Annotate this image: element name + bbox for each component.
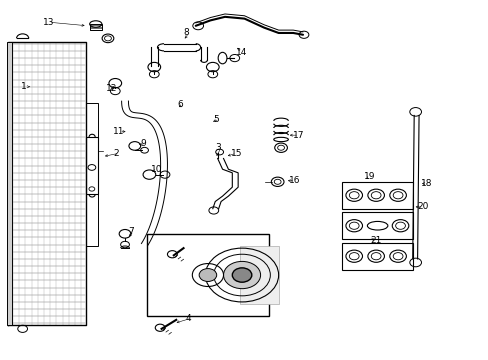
Text: 3: 3	[215, 143, 221, 152]
Text: 16: 16	[289, 176, 300, 185]
Text: 20: 20	[417, 202, 428, 211]
Circle shape	[232, 268, 251, 282]
Circle shape	[199, 269, 216, 282]
Bar	[341, 212, 412, 239]
Text: 11: 11	[113, 127, 124, 136]
Text: 4: 4	[185, 314, 191, 323]
Text: 21: 21	[369, 237, 381, 246]
Text: 6: 6	[177, 100, 183, 109]
Text: 7: 7	[128, 228, 134, 237]
Text: 19: 19	[363, 172, 375, 181]
Text: 5: 5	[213, 114, 219, 123]
Text: 13: 13	[43, 18, 55, 27]
Text: 10: 10	[151, 165, 162, 174]
Bar	[341, 243, 412, 270]
Bar	[341, 182, 412, 209]
Circle shape	[223, 261, 260, 289]
Text: 18: 18	[420, 179, 431, 188]
Text: 14: 14	[235, 48, 246, 57]
Bar	[147, 234, 268, 316]
Bar	[86, 137, 98, 194]
Text: 12: 12	[105, 84, 117, 93]
Text: 8: 8	[183, 28, 188, 37]
Text: 17: 17	[293, 131, 304, 140]
Bar	[6, 42, 12, 325]
Text: 15: 15	[230, 149, 242, 158]
Text: 1: 1	[21, 82, 27, 91]
Bar	[86, 103, 98, 246]
Bar	[90, 24, 102, 30]
Text: 2: 2	[114, 149, 119, 158]
Bar	[239, 246, 278, 304]
Text: 9: 9	[140, 139, 145, 148]
